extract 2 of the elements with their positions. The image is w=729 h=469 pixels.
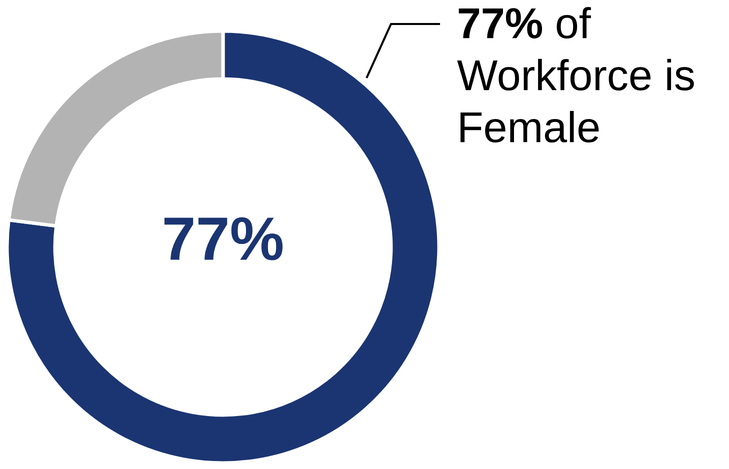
text: 77% of Workforce is Female: [457, 6, 694, 143]
data-label: 77%: [164, 217, 283, 260]
